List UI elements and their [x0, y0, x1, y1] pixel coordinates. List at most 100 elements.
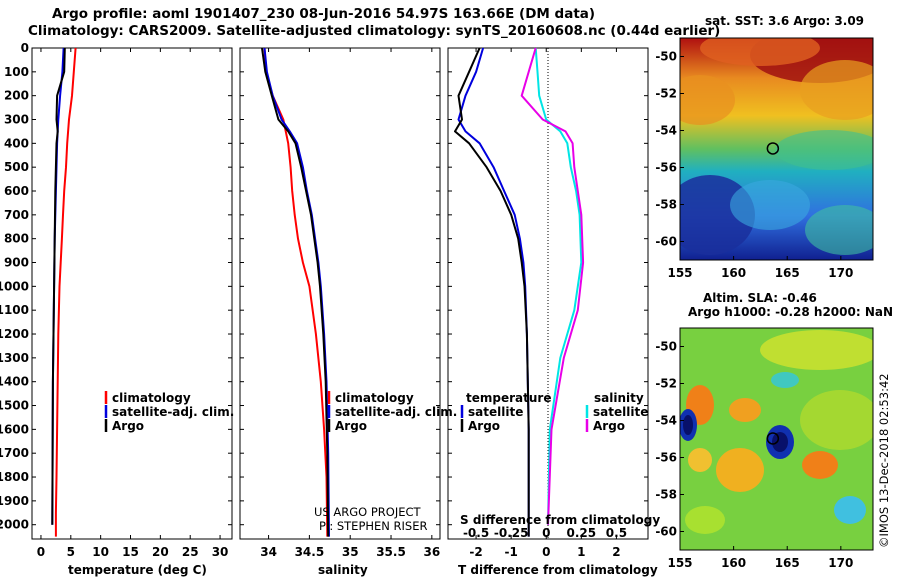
map-y-tick-label: -56 — [655, 451, 677, 465]
map-y-tick-label: -50 — [655, 340, 677, 354]
y-tick-label: 1700 — [0, 446, 29, 460]
legend-argo: Argo — [112, 419, 144, 433]
map-x-tick-label: 155 — [667, 266, 692, 280]
title-line-2: Climatology: CARS2009. Satellite-adjuste… — [28, 23, 721, 39]
series-line-argo — [51, 47, 66, 525]
salinity-frame — [239, 47, 441, 540]
x-tick-label: 10 — [92, 545, 109, 559]
legend-temp-argo: Argo — [468, 419, 500, 433]
sst-map-title: sat. SST: 3.6 Argo: 3.09 — [705, 14, 864, 28]
y-tick-label: 1400 — [0, 375, 29, 389]
y-tick-label: 1900 — [0, 494, 29, 508]
s-diff-tick-label: 0.5 — [606, 526, 627, 540]
x-tick-label: 35.5 — [376, 545, 406, 559]
s-diff-tick-label: -0.25 — [494, 526, 529, 540]
y-tick-label: 2000 — [0, 518, 29, 532]
y-tick-label: 1500 — [0, 399, 29, 413]
x-tick-label: 25 — [182, 545, 199, 559]
x-tick-label: 0 — [542, 545, 550, 559]
temperature-diff-legend: temperature satellite Argo — [460, 391, 551, 433]
y-tick-label: 1300 — [0, 351, 29, 365]
legend-salinity-title: salinity — [594, 391, 644, 405]
legend-satellite-adj-sal: satellite-adj. clim. — [335, 405, 457, 419]
map-y-tick-label: -58 — [655, 198, 677, 212]
legend-satellite-adj: satellite-adj. clim. — [112, 405, 234, 419]
legend-argo-sal: Argo — [335, 419, 367, 433]
legend-climatology: climatology — [112, 391, 191, 405]
map-y-tick-label: -56 — [655, 161, 677, 175]
y-tick-label: 1200 — [0, 327, 29, 341]
title-line-1: Argo profile: aoml 1901407_230 08-Jun-20… — [52, 6, 596, 22]
sla-map-title: Altim. SLA: -0.46 — [703, 291, 817, 305]
sla-map-subtitle: Argo h1000: -0.28 h2000: NaN — [688, 305, 893, 319]
salinity-xlabel: salinity — [318, 563, 368, 577]
map-y-tick-label: -58 — [655, 488, 677, 502]
map-y-tick-label: -54 — [655, 414, 677, 428]
map-y-tick-label: -52 — [655, 377, 677, 391]
series-line-climatology — [263, 47, 329, 537]
y-tick-label: 100 — [4, 65, 29, 79]
series-line-salinity-argo — [520, 47, 585, 525]
profile-location-marker-sla — [766, 432, 780, 445]
temperature-xlabel: temperature (deg C) — [68, 563, 207, 577]
x-tick-label: 1 — [577, 545, 585, 559]
y-tick-label: 200 — [4, 89, 29, 103]
y-tick-label: 400 — [4, 136, 29, 150]
legend-sal-satellite: satellite — [593, 405, 648, 419]
map-y-tick-label: -52 — [655, 87, 677, 101]
y-tick-label: 700 — [4, 208, 29, 222]
y-tick-label: 1100 — [0, 303, 29, 317]
map-x-tick-label: 165 — [775, 266, 800, 280]
map-y-tick-label: -60 — [655, 235, 677, 249]
y-tick-label: 900 — [4, 256, 29, 270]
map-x-tick-label: 155 — [667, 556, 692, 570]
map-y-tick-label: -60 — [655, 525, 677, 539]
map-x-tick-label: 170 — [828, 556, 853, 570]
x-tick-label: 5 — [67, 545, 75, 559]
legend-temp-satellite: satellite — [468, 405, 523, 419]
salinity-legend: climatology satellite-adj. clim. Argo — [327, 391, 457, 433]
profile-location-marker-sst — [766, 142, 780, 155]
y-tick-label: 500 — [4, 160, 29, 174]
y-tick-label: 600 — [4, 184, 29, 198]
series-line-satellite-adj-clim- — [263, 47, 330, 537]
sla-map-image — [680, 328, 873, 550]
temperature-legend: climatology satellite-adj. clim. Argo — [104, 391, 234, 433]
x-tick-label: 2 — [612, 545, 620, 559]
y-tick-label: 800 — [4, 232, 29, 246]
map-x-tick-label: 165 — [775, 556, 800, 570]
sst-map-image — [680, 38, 873, 260]
x-tick-label: -2 — [469, 545, 482, 559]
sst-map-frame — [679, 37, 874, 261]
series-line-argo — [261, 47, 330, 537]
s-diff-tick-label: -0.5 — [463, 526, 489, 540]
y-tick-label: 300 — [4, 113, 29, 127]
x-tick-label: 30 — [212, 545, 229, 559]
map-x-tick-label: 170 — [828, 266, 853, 280]
credit-text: ©IMOS 13-Dec-2018 02:53:42 — [877, 373, 891, 548]
y-tick-label: 1600 — [0, 422, 29, 436]
series-line-temperature-satellite — [457, 47, 530, 537]
x-tick-label: -1 — [504, 545, 517, 559]
sla-map-frame — [679, 327, 874, 551]
x-tick-label: 35 — [342, 545, 359, 559]
series-line-salinity-satellite — [534, 47, 583, 525]
x-tick-label: 36 — [423, 545, 440, 559]
legend-climatology-sal: climatology — [335, 391, 414, 405]
s-diff-tick-label: 0 — [542, 526, 550, 540]
map-y-tick-label: -50 — [655, 50, 677, 64]
x-tick-label: 34 — [260, 545, 277, 559]
series-line-climatology — [54, 47, 77, 537]
y-tick-label: 1000 — [0, 279, 29, 293]
s-diff-tick-label: 0.25 — [567, 526, 597, 540]
salinity-diff-legend: salinity satellite Argo — [585, 391, 648, 433]
x-tick-label: 15 — [122, 545, 139, 559]
y-tick-label: 1800 — [0, 470, 29, 484]
map-y-tick-label: -54 — [655, 124, 677, 138]
map-x-tick-label: 160 — [721, 266, 746, 280]
x-tick-label: 20 — [152, 545, 169, 559]
salinity-panel: 34 34.5 35 35.5 36 salinity climatology sate… — [239, 47, 457, 577]
sst-map-panel: sat. SST: 3.6 Argo: 3.09 -50 -52 -54 -56 -58… — [655, 14, 874, 280]
x-tick-label: 34.5 — [295, 545, 325, 559]
